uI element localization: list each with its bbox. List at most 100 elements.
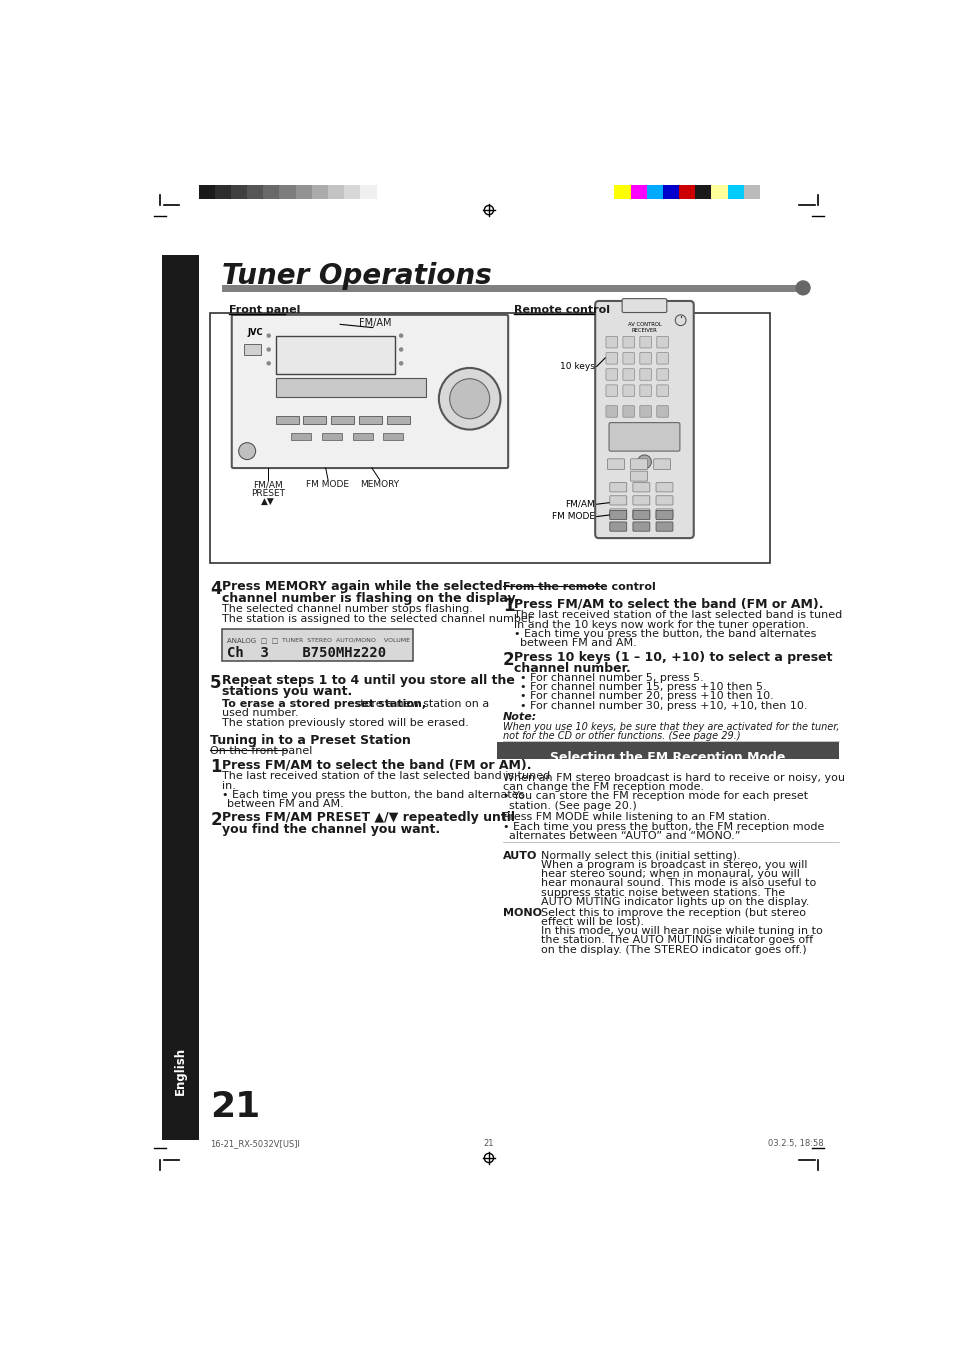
FancyBboxPatch shape	[609, 522, 626, 532]
Bar	[263, 185, 279, 199]
Text: 16-21_RX-5032V[US]l: 16-21_RX-5032V[US]l	[210, 1139, 300, 1147]
Text: JVC: JVC	[247, 327, 262, 337]
Bar	[614, 185, 630, 199]
FancyBboxPatch shape	[632, 522, 649, 532]
Text: Normally select this (initial setting).: Normally select this (initial setting).	[540, 851, 740, 861]
FancyBboxPatch shape	[632, 509, 649, 518]
Bar	[231, 185, 247, 199]
Bar	[221, 284, 802, 292]
FancyBboxPatch shape	[605, 384, 617, 396]
Text: When an FM stereo broadcast is hard to receive or noisy, you: When an FM stereo broadcast is hard to r…	[502, 773, 844, 783]
FancyBboxPatch shape	[656, 353, 668, 364]
Text: Press FM/AM PRESET ▲/▼ repeatedly until: Press FM/AM PRESET ▲/▼ repeatedly until	[221, 812, 515, 824]
Text: alternates between “AUTO” and “MONO.”: alternates between “AUTO” and “MONO.”	[508, 832, 740, 842]
Text: The last received station of the last selected band is tuned: The last received station of the last se…	[514, 610, 841, 621]
Text: Press MEMORY again while the selected: Press MEMORY again while the selected	[221, 580, 502, 594]
Text: can change the FM reception mode.: can change the FM reception mode.	[502, 782, 703, 793]
Bar	[247, 185, 263, 199]
FancyBboxPatch shape	[609, 483, 626, 492]
Text: FM/AM: FM/AM	[565, 499, 595, 509]
Text: • For channel number 5, press 5.: • For channel number 5, press 5.	[519, 672, 702, 683]
FancyBboxPatch shape	[639, 337, 651, 348]
FancyBboxPatch shape	[595, 300, 693, 538]
Text: Press 10 keys (1 – 10, +10) to select a preset: Press 10 keys (1 – 10, +10) to select a …	[514, 651, 832, 663]
FancyBboxPatch shape	[622, 384, 634, 396]
Text: hear stereo sound; when in monaural, you will: hear stereo sound; when in monaural, you…	[540, 869, 800, 879]
FancyBboxPatch shape	[605, 337, 617, 348]
Text: FM/AM: FM/AM	[359, 318, 392, 327]
Text: 03.2.5, 18:58: 03.2.5, 18:58	[767, 1139, 823, 1147]
Text: English: English	[173, 1047, 187, 1095]
FancyBboxPatch shape	[656, 483, 672, 492]
Circle shape	[267, 334, 270, 337]
FancyBboxPatch shape	[630, 471, 647, 482]
FancyBboxPatch shape	[608, 422, 679, 451]
Bar	[161, 254, 198, 1141]
Text: stations you want.: stations you want.	[221, 685, 352, 698]
Circle shape	[399, 348, 402, 350]
Circle shape	[438, 368, 500, 429]
Bar	[646, 185, 662, 199]
Text: Repeat steps 1 to 4 until you store all the: Repeat steps 1 to 4 until you store all …	[221, 674, 514, 686]
FancyBboxPatch shape	[639, 406, 651, 417]
Text: Note:: Note:	[502, 712, 537, 723]
FancyBboxPatch shape	[232, 315, 508, 468]
Text: • You can store the FM reception mode for each preset: • You can store the FM reception mode fo…	[502, 792, 807, 801]
Text: AV CONTROL
RECEIVER: AV CONTROL RECEIVER	[627, 322, 660, 333]
Text: 5: 5	[210, 674, 221, 691]
Text: • Each time you press the button, the band alternates: • Each time you press the button, the ba…	[221, 790, 523, 800]
Bar	[331, 415, 354, 423]
FancyBboxPatch shape	[656, 369, 668, 380]
Bar	[221, 629, 413, 662]
Text: Press FM/AM to select the band (FM or AM).: Press FM/AM to select the band (FM or AM…	[514, 598, 823, 610]
Text: 10 keys: 10 keys	[559, 361, 595, 371]
Bar	[695, 185, 711, 199]
FancyBboxPatch shape	[632, 483, 649, 492]
Text: channel number is flashing on the display.: channel number is flashing on the displa…	[221, 593, 518, 605]
Bar	[662, 185, 679, 199]
Text: When you use 10 keys, be sure that they are activated for the tuner,: When you use 10 keys, be sure that they …	[502, 723, 839, 732]
Text: The selected channel number stops flashing.: The selected channel number stops flashi…	[221, 605, 472, 614]
Text: The last received station of the last selected band is tuned: The last received station of the last se…	[221, 771, 550, 782]
FancyBboxPatch shape	[622, 369, 634, 380]
Bar	[275, 336, 395, 375]
Bar	[275, 415, 298, 423]
Circle shape	[675, 315, 685, 326]
Bar	[383, 433, 403, 440]
Bar	[328, 185, 344, 199]
Circle shape	[267, 361, 270, 365]
Text: On the front panel: On the front panel	[210, 746, 313, 756]
Bar	[291, 433, 311, 440]
Text: MONO: MONO	[502, 908, 541, 917]
Text: 2: 2	[210, 812, 222, 829]
FancyBboxPatch shape	[656, 509, 672, 518]
FancyBboxPatch shape	[609, 509, 626, 518]
Text: hear monaural sound. This mode is also useful to: hear monaural sound. This mode is also u…	[540, 878, 816, 889]
Text: Tuner Operations: Tuner Operations	[221, 262, 491, 291]
Text: ANALOG  □  □: ANALOG □ □	[227, 637, 278, 643]
Text: • Each time you press the button, the FM reception mode: • Each time you press the button, the FM…	[502, 823, 823, 832]
Text: • Each time you press the button, the band alternates: • Each time you press the button, the ba…	[514, 629, 816, 639]
Text: The station is assigned to the selected channel number.: The station is assigned to the selected …	[221, 613, 535, 624]
Circle shape	[399, 361, 402, 365]
Text: between FM and AM.: between FM and AM.	[227, 800, 343, 809]
Circle shape	[637, 455, 651, 469]
Circle shape	[449, 379, 489, 419]
Text: FM MODE: FM MODE	[552, 511, 595, 521]
Bar	[214, 185, 231, 199]
Text: 4: 4	[210, 580, 222, 598]
Text: Front panel: Front panel	[229, 306, 300, 315]
Text: in and the 10 keys now work for the tuner operation.: in and the 10 keys now work for the tune…	[514, 620, 808, 629]
Text: store a new station on a: store a new station on a	[351, 700, 489, 709]
Bar	[279, 185, 295, 199]
Bar	[360, 185, 376, 199]
Bar	[244, 344, 261, 354]
Bar	[198, 185, 214, 199]
Bar	[312, 185, 328, 199]
FancyBboxPatch shape	[656, 384, 668, 396]
Bar	[353, 433, 373, 440]
Bar	[376, 185, 393, 199]
Circle shape	[796, 281, 809, 295]
Bar	[630, 185, 646, 199]
Bar	[303, 415, 326, 423]
